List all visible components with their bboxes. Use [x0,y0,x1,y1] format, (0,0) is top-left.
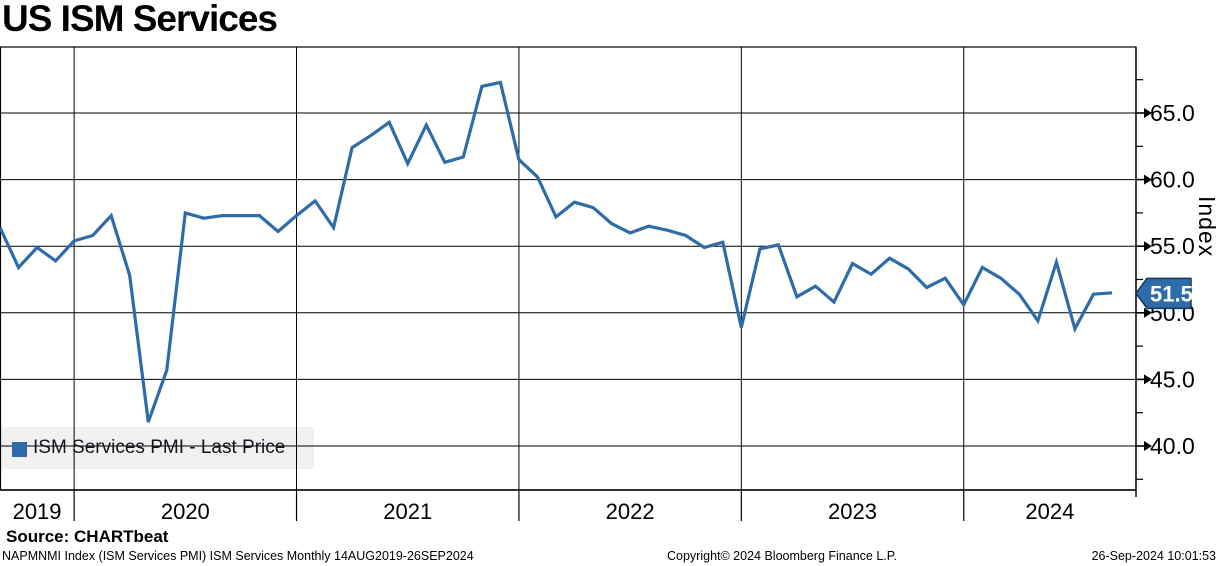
y-tick-label: 65.0 [1150,100,1195,126]
legend-swatch-icon [12,442,27,457]
gridlines [0,47,1136,490]
year-label: 2022 [606,499,655,524]
y-axis-title: Index [1194,196,1220,258]
y-tick-label: 60.0 [1150,167,1195,193]
year-label: 2019 [13,499,62,524]
y-tick-label: 45.0 [1150,366,1195,392]
y-tick-arrow-icon [1144,241,1152,252]
source-line: Source: CHARTbeat [6,527,169,546]
year-label: 2023 [828,499,877,524]
legend-item-label[interactable]: ISM Services PMI - Last Price [33,437,286,458]
footer-timestamp: 26-Sep-2024 10:01:53 [1091,549,1216,563]
last-price-badge: 51.5 [1135,277,1193,310]
footer-copyright: Copyright© 2024 Bloomberg Finance L.P. [667,549,897,563]
y-tick-arrow-icon [1144,374,1152,385]
y-tick-label: 40.0 [1150,433,1195,459]
last-price-badge-value: 51.5 [1150,281,1193,306]
year-label: 2021 [383,499,432,524]
y-tick-arrow-icon [1144,174,1152,185]
y-tick-label: 55.0 [1150,233,1195,259]
y-tick-arrow-icon [1144,441,1152,451]
pmi-line [0,80,1113,423]
footer-security-info: NAPMNMI Index (ISM Services PMI) ISM Ser… [2,549,474,563]
y-tick-arrow-icon [1144,108,1152,118]
year-label: 2024 [1025,499,1074,524]
chart-title: US ISM Services [2,0,278,39]
legend-box[interactable] [0,427,314,469]
y-tick-arrow-icon [1144,307,1152,318]
year-label: 2020 [161,499,210,524]
y-axis-ticks: 40.045.050.055.060.065.0 [1136,79,1195,480]
x-axis-labels: 2019 2020 2021 2022 2023 2024 [13,490,1074,524]
